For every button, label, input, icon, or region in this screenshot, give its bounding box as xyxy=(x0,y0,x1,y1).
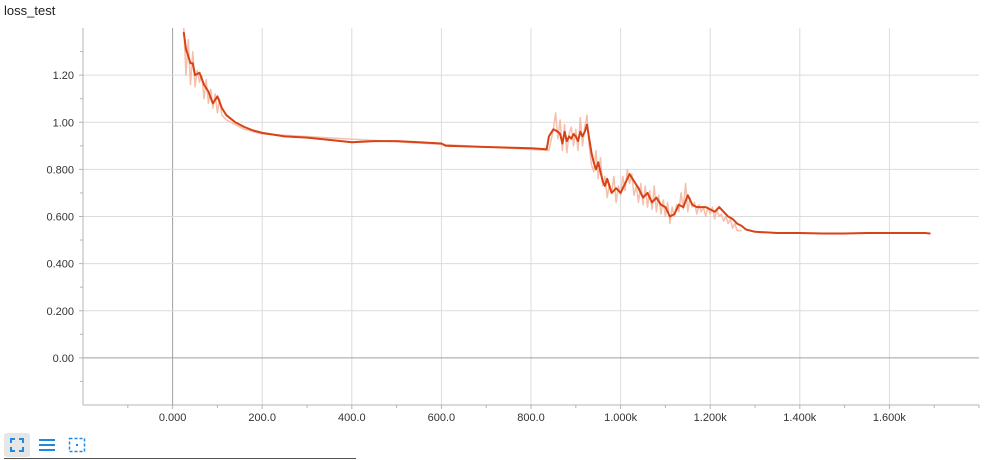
x-tick-label: 1.400k xyxy=(783,412,817,424)
x-tick-label: 1.000k xyxy=(604,412,638,424)
y-tick-label: 0.200 xyxy=(46,306,74,318)
series-layer xyxy=(182,28,931,235)
y-tick-label: 0.600 xyxy=(46,212,74,224)
line-chart: 0.000 200.0 400.0 600.0 800.0 1.000k 1.200k 1.4… xyxy=(46,28,980,424)
fit-domain-button[interactable] xyxy=(64,433,90,457)
expand-button[interactable] xyxy=(4,433,30,457)
grid-layer xyxy=(83,28,979,405)
x-tick-labels: 0.000 200.0 400.0 600.0 800.0 1.000k 1.200k 1.4… xyxy=(159,412,907,424)
x-tick-label: 400.0 xyxy=(338,412,366,424)
y-tick-label: 1.20 xyxy=(53,70,74,82)
toolbar-divider xyxy=(4,458,356,459)
x-tick-label: 1.600k xyxy=(873,412,907,424)
smoothed-series-line xyxy=(182,31,931,235)
x-tick-label: 600.0 xyxy=(428,412,456,424)
fit-domain-icon xyxy=(68,437,86,453)
y-tick-label: 1.00 xyxy=(53,117,74,129)
x-tick-label: 200.0 xyxy=(248,412,276,424)
y-tick-label: 0.400 xyxy=(46,259,74,271)
axis-layer xyxy=(79,28,980,409)
x-tick-label: 800.0 xyxy=(517,412,545,424)
toggle-log-scale-button[interactable] xyxy=(34,433,60,457)
x-tick-label: 1.200k xyxy=(694,412,728,424)
y-tick-label: 0.00 xyxy=(53,353,74,365)
expand-icon xyxy=(10,438,24,452)
chart-title: loss_test xyxy=(4,3,56,18)
y-tick-labels: 0.00 0.200 0.400 0.600 0.800 1.00 1.20 xyxy=(46,70,74,365)
list-icon xyxy=(39,439,55,451)
chart-toolbar xyxy=(4,432,94,458)
x-tick-label: 0.000 xyxy=(159,412,187,424)
y-tick-label: 0.800 xyxy=(46,164,74,176)
